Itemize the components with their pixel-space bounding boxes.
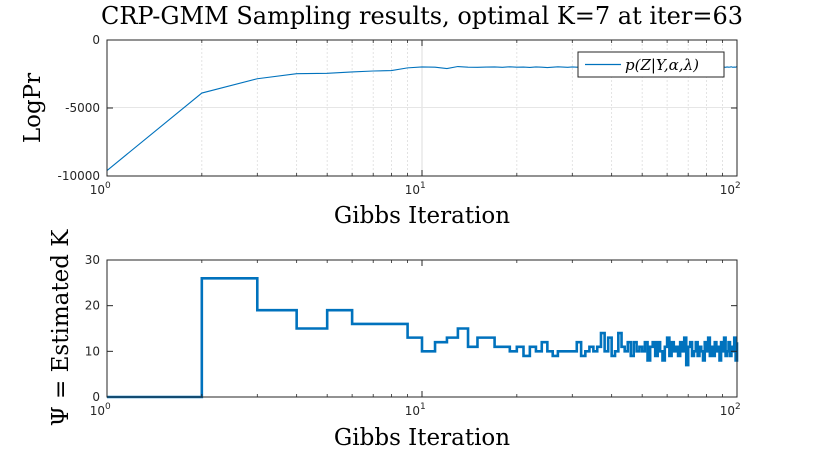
top-axes: 10 0 10 1 10 2 0-5000-10000 p(Z|Y,α,λ) Gibbs … (20, 33, 741, 229)
bottom-y-tick-label: 10 (85, 344, 100, 358)
top-x-tick-exponent: 0 (105, 181, 111, 191)
bottom-x-ticks: 10 0 10 1 10 2 (90, 260, 741, 418)
bottom-y-tick-label: 20 (85, 299, 100, 313)
legend: p(Z|Y,α,λ) (577, 51, 725, 78)
top-y-tick-label: -5000 (65, 101, 100, 115)
top-y-tick-label: 0 (92, 33, 100, 47)
bottom-x-tick-exponent: 2 (735, 402, 741, 412)
top-y-axis-label: LogPr (20, 73, 46, 143)
bottom-x-tick-exponent: 1 (420, 402, 426, 412)
top-y-ticks: 0 -5000 -10000 (57, 33, 737, 183)
bottom-series-line (107, 276, 739, 399)
bottom-series-group (107, 276, 739, 399)
bottom-x-tick-label: 10 (720, 404, 735, 418)
top-x-tick-label: 10 (90, 183, 105, 197)
bottom-y-tick-label: 30 (85, 253, 100, 267)
bottom-y-axis-label: Ψ = Estimated K (48, 229, 74, 427)
top-x-tick-label: 10 (720, 183, 735, 197)
bottom-x-tick-label: 10 (405, 404, 420, 418)
top-x-tick-exponent: 2 (735, 181, 741, 191)
top-x-tick-exponent: 1 (420, 181, 426, 191)
top-y-tick-label: -10000 (57, 169, 100, 183)
bottom-y-tick-label: 0 (92, 390, 100, 404)
bottom-x-tick-label: 10 (90, 404, 105, 418)
top-x-ticks: 10 0 10 1 10 2 (90, 40, 741, 197)
top-x-tick-label: 10 (405, 183, 420, 197)
legend-entry: p(Z|Y,α,λ) (625, 56, 699, 74)
bottom-x-axis-label: Gibbs Iteration (334, 425, 510, 451)
bottom-y-ticks: 0 10 20 30 (85, 253, 737, 404)
top-x-axis-label: Gibbs Iteration (334, 203, 510, 229)
bottom-x-tick-exponent: 0 (105, 402, 111, 412)
chart-title: CRP-GMM Sampling results, optimal K=7 at… (101, 2, 743, 30)
